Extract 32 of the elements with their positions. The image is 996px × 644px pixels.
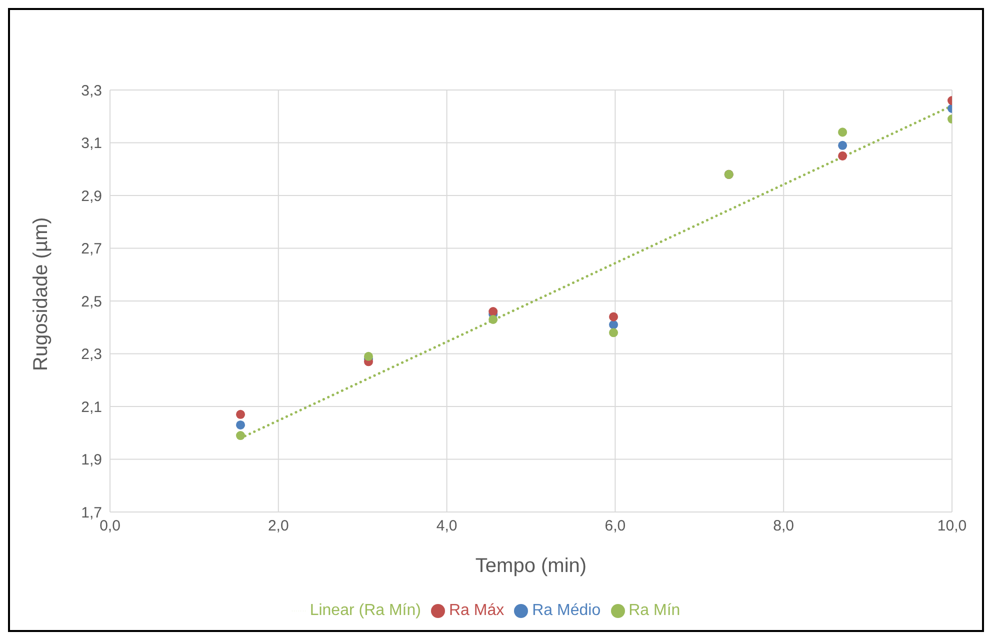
point xyxy=(609,328,618,338)
x-tick-label: 8,0 xyxy=(773,518,794,535)
legend-label: Ra Máx xyxy=(448,602,504,619)
legend-label: Linear (Ra Mín) xyxy=(310,602,421,619)
point xyxy=(236,431,246,440)
y-tick-label: 2,5 xyxy=(81,293,102,310)
y-tick-label: 3,3 xyxy=(81,82,102,100)
x-tick-label: 6,0 xyxy=(604,518,626,535)
point xyxy=(236,410,246,419)
x-tick-label: 0,0 xyxy=(100,518,120,535)
legend-label: Ra Médio xyxy=(532,602,601,619)
legend-label: Ra Mín xyxy=(628,602,680,619)
y-tick-label: 2,3 xyxy=(81,346,102,364)
x-tick-label: 2,0 xyxy=(268,518,289,535)
point xyxy=(838,140,848,150)
y-tick-label: 2,7 xyxy=(81,240,102,258)
x-tick-label: 4,0 xyxy=(436,518,458,535)
point xyxy=(609,312,618,322)
y-tick-label: 2,9 xyxy=(81,188,102,205)
x-tick-label: 10,0 xyxy=(937,518,967,535)
y-tick-label: 1,9 xyxy=(81,452,102,469)
y-tick-label: 1,7 xyxy=(81,504,102,522)
point xyxy=(488,307,498,316)
y-axis-title: Rugosidade (µm) xyxy=(30,217,52,371)
y-tick-label: 2,1 xyxy=(81,398,102,416)
x-axis-title: Tempo (min) xyxy=(475,555,587,577)
point xyxy=(488,314,498,324)
point xyxy=(236,420,246,430)
y-tick-label: 3,1 xyxy=(81,135,102,152)
point xyxy=(364,352,374,361)
point xyxy=(838,128,848,137)
point xyxy=(838,151,848,160)
